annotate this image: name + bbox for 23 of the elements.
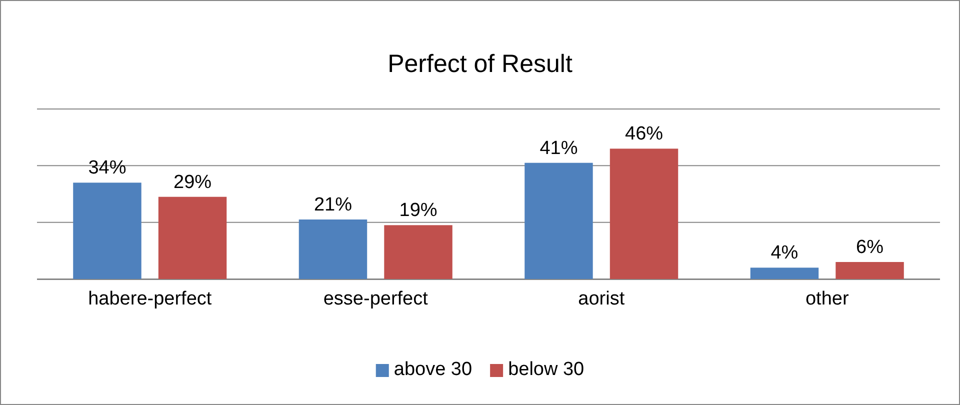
x-tick-label: aorist [578, 288, 626, 310]
x-tick-label: other [805, 288, 850, 310]
bar [384, 225, 452, 279]
legend-label: below 30 [508, 359, 584, 380]
bar [298, 220, 368, 279]
bar [836, 262, 904, 279]
x-tick-label: esse-perfect [323, 288, 429, 310]
bar [524, 162, 593, 279]
bar [750, 268, 819, 279]
data-label: 6% [856, 237, 884, 258]
data-label: 4% [770, 242, 798, 264]
data-label: 46% [625, 124, 664, 145]
bar [73, 182, 142, 279]
data-label: 19% [399, 200, 438, 222]
bar [158, 196, 227, 279]
data-label: 21% [314, 194, 352, 216]
legend-label: above 30 [394, 359, 472, 380]
bar [610, 148, 678, 279]
data-label: 29% [174, 172, 212, 193]
data-label: 41% [540, 138, 578, 159]
x-tick-label: habere-perfect [88, 288, 212, 310]
chart-title: Perfect of Result [388, 50, 572, 78]
data-label: 34% [88, 158, 126, 179]
